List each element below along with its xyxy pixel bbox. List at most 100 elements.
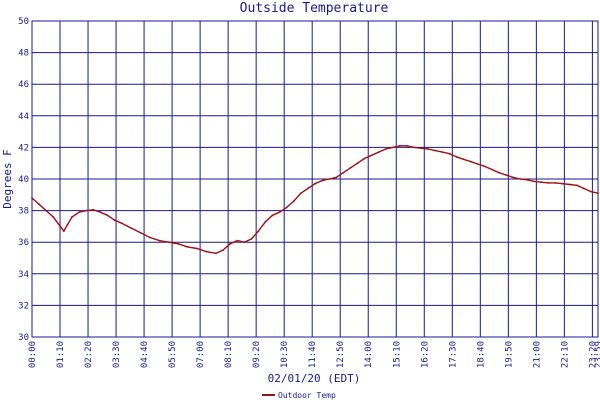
x-tick-label: 17:30 [448,341,458,368]
data-point [575,184,578,187]
data-point [215,252,217,255]
x-tick-label: 12:50 [336,341,346,368]
data-point [441,151,444,154]
data-point [85,209,88,212]
x-tick-label: 07:00 [196,341,206,368]
x-tick-label: 00:00 [28,341,38,368]
x-tick-label: 11:40 [308,341,318,368]
data-point [158,239,161,242]
y-tick-label: 34 [18,270,29,280]
data-point [38,203,40,206]
data-point [264,220,267,223]
x-tick-label: 16:20 [420,341,430,368]
data-point [476,163,479,165]
x-tick-label: 10:30 [280,341,290,368]
data-point [498,171,500,174]
x-tick-label: 04:40 [140,341,150,368]
data-point [292,200,295,203]
data-point [526,178,529,181]
data-point [363,157,366,160]
data-point [99,211,102,214]
x-tick-label: 01:10 [56,341,66,368]
series-layer [31,144,599,255]
y-tick-label: 32 [18,301,29,311]
x-tick-label: 19:50 [504,341,514,368]
data-point [177,242,180,245]
data-point [236,239,239,242]
data-point [71,216,73,218]
data-point [427,148,430,150]
data-point [434,149,437,152]
y-tick-label: 50 [18,17,29,27]
x-tick-label: 14:00 [364,341,374,368]
data-point [406,144,408,147]
legend-label: Outdoor Temp [278,391,336,400]
data-point [285,206,288,209]
y-axis-ticks: 30 32 34 36 38 40 42 44 46 48 50 [18,17,29,343]
y-tick-label: 30 [18,333,29,343]
y-tick-label: 38 [18,207,29,217]
x-axis-label: 02/01/20 (EDT) [268,372,361,385]
data-point [52,216,55,218]
data-point [342,171,345,174]
data-point [78,211,81,214]
data-point [321,179,323,182]
data-point [448,152,451,155]
y-tick-label: 42 [18,143,29,153]
data-point [483,165,486,168]
x-tick-label: 18:40 [476,341,486,368]
x-tick-label: 08:10 [224,341,234,368]
data-point [455,156,458,158]
data-point [377,151,380,154]
x-tick-label: 23:20 [588,341,598,368]
data-point [196,247,199,250]
y-tick-label: 46 [18,80,29,90]
data-point [229,242,232,245]
y-tick-label: 40 [18,175,29,185]
x-tick-label: 05:50 [168,341,178,368]
data-point [120,222,123,225]
data-point [307,187,309,190]
data-point [391,146,394,149]
x-tick-label: 03:30 [112,341,122,368]
data-point [554,182,557,184]
data-point [462,158,465,161]
data-point [568,183,571,186]
y-axis-label: Degrees F [1,149,14,209]
data-point [583,187,585,190]
data-point [92,208,95,211]
data-point [205,250,208,253]
data-point [413,146,415,149]
x-tick-label: 21:00 [532,341,542,368]
y-tick-label: 48 [18,49,29,59]
data-point [469,160,472,163]
data-point [370,154,373,157]
data-point [561,182,564,185]
data-point [420,147,422,150]
x-tick-label: 22:10 [560,341,570,368]
data-point [547,182,550,184]
data-point [167,241,170,244]
data-point [384,148,387,150]
data-point [278,211,281,214]
x-tick-label: 02:20 [84,341,94,368]
y-tick-label: 44 [18,112,29,122]
data-point [328,178,331,180]
x-tick-label: 09:20 [252,341,262,368]
data-point [257,230,260,233]
data-point [512,176,514,179]
data-point [59,225,62,228]
data-point [31,197,33,199]
data-point [491,168,493,171]
data-point [62,230,65,233]
data-point [45,209,47,212]
legend: Outdoor Temp [262,391,336,400]
data-point [590,190,592,193]
data-point [399,144,401,147]
data-point [139,231,142,234]
data-point [130,227,133,229]
data-point [533,180,536,183]
data-point [250,238,253,240]
data-point [505,174,507,176]
